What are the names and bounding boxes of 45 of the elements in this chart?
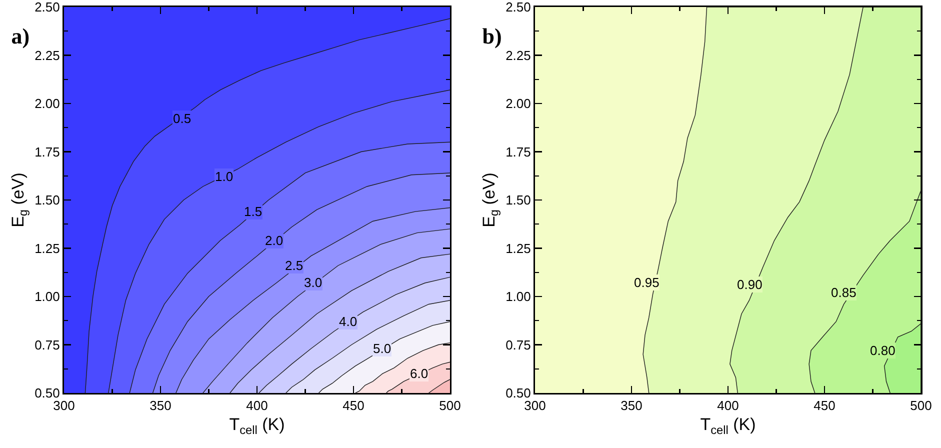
x-tick-label: 350 [620,398,642,414]
y-tick-label: 0.75 [34,337,60,352]
y-tick-label: 1.75 [505,144,530,160]
x-tick-label: 500 [910,398,932,414]
y-tick-label: 2.00 [505,96,530,112]
annotation: 3.0 [304,275,322,290]
x-tick-label: 300 [524,398,546,414]
y-tick-label: 1.00 [505,289,530,304]
annotation: 0.80 [870,343,895,358]
x-tick-label: 300 [53,398,75,414]
y-tick-label: 2.25 [505,48,530,63]
y-tick-label: 1.75 [34,144,60,160]
annotation: 0.90 [736,277,762,292]
annotation: 1.0 [215,169,234,184]
y-tick-label: 0.50 [505,386,530,401]
annotation: 0.95 [634,275,659,290]
x-tick-label: 500 [439,398,461,414]
annotation: 0.5 [173,111,192,126]
annotation: 2.0 [265,233,284,248]
y-tick-label: 1.50 [34,192,60,208]
annotation: 1.5 [244,204,262,219]
y-tick-label: 1.00 [34,289,60,304]
y-tick-label: 1.25 [34,240,60,256]
annotation: 5.0 [373,341,392,356]
text: b) [482,24,502,49]
y-tick-label: 0.50 [34,386,60,401]
x-tick-label: 450 [813,398,835,414]
annotation: 0.85 [830,285,856,300]
x-tick-label: 350 [150,398,172,414]
x-tick-label: 400 [246,398,268,414]
x-axis-title: T$_{cell}$ (K) [700,415,756,437]
annotation: 4.0 [339,314,358,329]
annotation: 2.5 [285,258,304,273]
annotation: 6.0 [410,366,428,381]
y-tick-label: 2.50 [34,0,60,15]
y-tick-label: 0.75 [505,337,530,352]
y-tick-label: 1.25 [505,240,530,256]
x-tick-label: 450 [342,398,364,414]
y-tick-label: 1.50 [505,192,530,208]
y-tick-label: 2.50 [505,0,530,15]
x-axis-title: T$_{cell}$ (K) [229,415,285,437]
x-tick-label: 400 [716,398,738,414]
y-tick-label: 2.00 [34,96,60,112]
y-tick-label: 2.25 [34,48,60,63]
text: a) [11,24,30,49]
